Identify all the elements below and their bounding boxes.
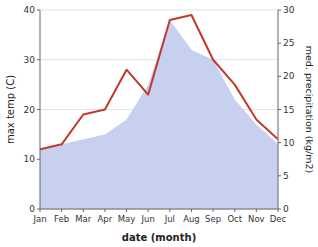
y-tick-label: 10 bbox=[24, 154, 36, 164]
y2-tick-label: 25 bbox=[283, 38, 294, 48]
temperature-line bbox=[40, 15, 278, 149]
y2-tick bbox=[278, 43, 281, 44]
grid-line bbox=[40, 209, 278, 210]
x-tick bbox=[40, 209, 41, 212]
x-tick bbox=[61, 209, 62, 212]
x-tick bbox=[83, 209, 84, 212]
y2-tick-label: 5 bbox=[283, 171, 289, 181]
y2-tick bbox=[278, 109, 281, 110]
x-tick-label: May bbox=[118, 214, 136, 224]
y2-tick bbox=[278, 10, 281, 11]
x-tick bbox=[169, 209, 170, 212]
x-tick bbox=[234, 209, 235, 212]
y2-tick-label: 30 bbox=[283, 5, 295, 15]
x-tick bbox=[148, 209, 149, 212]
y-tick-label: 40 bbox=[24, 5, 36, 15]
x-tick-label: Jun bbox=[141, 214, 155, 224]
y2-axis-label: med. precipitation (kg/m2) bbox=[304, 46, 315, 173]
x-tick-label: Nov bbox=[248, 214, 265, 224]
y2-tick-label: 0 bbox=[283, 204, 289, 214]
grid bbox=[40, 10, 278, 209]
x-tick bbox=[191, 209, 192, 212]
y2-tick bbox=[278, 76, 281, 77]
y2-tick bbox=[278, 175, 281, 176]
y-tick-label: 30 bbox=[24, 55, 36, 65]
y-tick bbox=[37, 109, 40, 110]
x-axis-label: date (month) bbox=[122, 232, 196, 243]
precipitation-area bbox=[40, 20, 278, 209]
y-tick bbox=[37, 10, 40, 11]
x-tick bbox=[104, 209, 105, 212]
x-tick bbox=[126, 209, 127, 212]
y-axis-label: max temp (C) bbox=[5, 75, 16, 144]
x-tick bbox=[278, 209, 279, 212]
grid-line bbox=[40, 10, 278, 11]
x-tick-label: Jul bbox=[164, 214, 175, 224]
x-tick-label: Jan bbox=[32, 214, 46, 224]
chart: 0 10 20 30 40 0 5 10 15 20 25 30 Jan Feb Mar Apr May Jun J… bbox=[0, 0, 318, 247]
y2-tick bbox=[278, 142, 281, 143]
x-tick-label: Apr bbox=[98, 214, 113, 224]
x-tick-label: Aug bbox=[183, 214, 200, 224]
x-axis-line bbox=[40, 209, 278, 210]
x-tick-label: Sep bbox=[205, 214, 221, 224]
x-tick-label: Oct bbox=[227, 214, 242, 224]
axes: 0 10 20 30 40 0 5 10 15 20 25 30 Jan Feb Mar Apr May Jun J… bbox=[24, 5, 295, 224]
y-tick-label: 0 bbox=[29, 204, 35, 214]
y-tick-label: 20 bbox=[24, 105, 36, 115]
y-tick bbox=[37, 159, 40, 160]
x-tick-label: Dec bbox=[270, 214, 287, 224]
x-tick bbox=[213, 209, 214, 212]
y2-tick-label: 15 bbox=[283, 105, 294, 115]
x-tick-label: Feb bbox=[54, 214, 69, 224]
x-tick-label: Mar bbox=[75, 214, 92, 224]
y2-tick-label: 10 bbox=[283, 138, 295, 148]
x-tick bbox=[256, 209, 257, 212]
y-tick bbox=[37, 59, 40, 60]
marks bbox=[40, 15, 278, 209]
y2-tick-label: 20 bbox=[283, 71, 295, 81]
